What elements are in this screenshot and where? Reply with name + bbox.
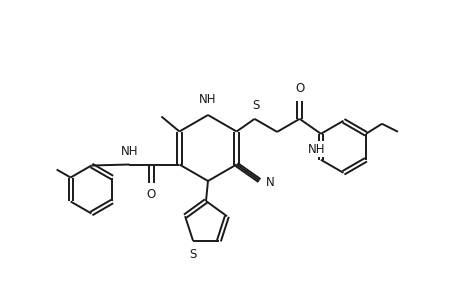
Text: O: O xyxy=(294,82,303,95)
Text: NH: NH xyxy=(199,93,216,106)
Text: S: S xyxy=(252,99,259,112)
Text: N: N xyxy=(265,176,274,189)
Text: NH: NH xyxy=(120,145,138,158)
Text: O: O xyxy=(146,188,156,202)
Text: NH: NH xyxy=(308,143,325,156)
Text: S: S xyxy=(189,248,196,261)
